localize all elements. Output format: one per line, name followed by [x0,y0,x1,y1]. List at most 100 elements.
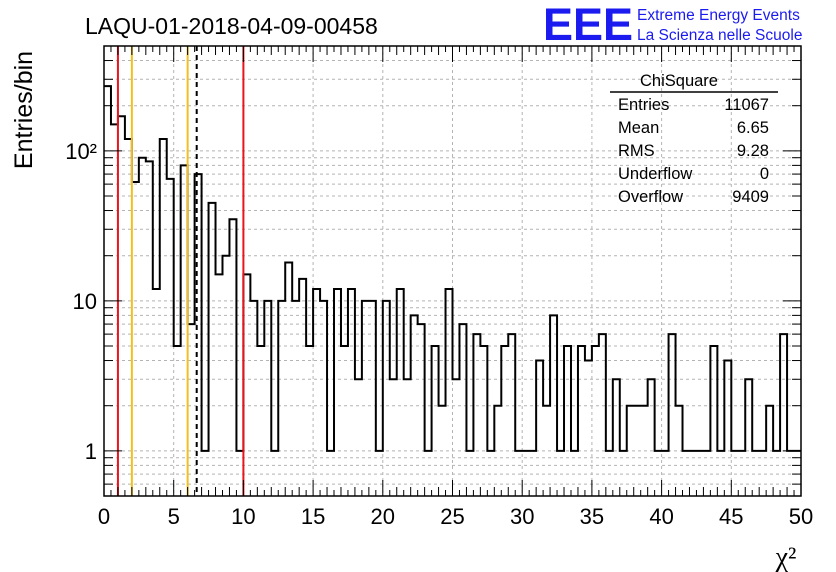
histogram-bin [473,334,480,496]
histogram-bin [466,451,473,496]
histogram-bin [683,451,690,496]
histogram-bin [313,289,320,496]
histogram-bin [773,451,780,496]
histogram-bin [153,289,160,496]
histogram-bin [689,451,696,496]
histogram-bin [369,301,376,496]
histogram-bin [550,315,557,496]
histogram-bin [320,301,327,496]
histogram-bin [759,451,766,496]
histogram-bin [564,346,571,496]
histogram-bin [439,406,446,496]
stats-label: Mean [618,119,659,137]
histogram-bin [557,451,564,496]
histogram-bin [446,289,453,496]
histogram-bin [508,334,515,496]
x-axis-label: χ² [775,542,797,572]
histogram-bin [355,379,362,496]
histogram-bin [390,379,397,496]
histogram-bin [397,289,404,496]
histogram-bin [334,289,341,496]
histogram-bin [139,158,146,496]
histogram-bin [536,361,543,496]
stats-label: Overflow [618,188,683,206]
histogram-bin [606,451,613,496]
histogram-bin [243,274,250,496]
x-tick-label: 15 [301,504,325,529]
histogram-bin [418,324,425,496]
stats-value: 11067 [724,96,769,114]
y-tick-label: 1 [85,439,97,464]
histogram-bin [181,165,188,496]
logo-line-2: La Scienza nelle Scuole [637,27,802,44]
x-tick-label: 45 [719,504,743,529]
histogram-bin [250,301,257,496]
histogram-bin [216,274,223,496]
histogram-series [104,85,801,452]
histogram-bin [299,279,306,496]
histogram-bin [167,179,174,496]
histogram-bin [620,451,627,496]
x-tick-label: 5 [168,504,180,529]
histogram-bin [515,451,522,496]
y-tick-label: 10² [65,139,97,164]
histogram-bin [662,451,669,496]
histogram-bin [501,346,508,496]
x-tick-label: 30 [510,504,534,529]
histogram-bin [745,379,752,496]
histogram-bin [571,451,578,496]
logo-letters: EEE [543,0,633,50]
histogram-bin [487,451,494,496]
plot-area: 0 5 10 15 20 25 30 35 40 45 50 1 10 10² [65,45,813,529]
histogram-bin [362,301,369,496]
histogram-bin [209,203,216,496]
histogram-bin [613,379,620,496]
histogram-bin [648,379,655,496]
y-axis-label: Entries/bin [10,51,38,169]
x-tick-label: 50 [789,504,813,529]
histogram-bin [411,315,418,496]
histogram-bin [592,346,599,496]
x-tick-label: 20 [371,504,395,529]
histogram-bin [111,124,118,496]
histogram-bin [202,451,209,496]
histogram-bin [710,346,717,496]
histogram-bin [292,301,299,496]
histogram-bin [236,451,243,496]
stats-label: Entries [618,96,669,114]
histogram-bin [599,334,606,496]
histogram-bin [578,346,585,496]
histogram-bin [118,116,125,496]
eee-logo: EEE Extreme Energy Events La Scienza nel… [543,0,802,50]
histogram-bin [480,346,487,496]
x-tick-label: 10 [231,504,255,529]
histogram-bin [634,406,641,496]
histogram-bin [348,289,355,496]
histogram-bin [655,451,662,496]
histogram-bin [271,451,278,496]
histogram-bin [341,346,348,496]
histogram-bin [529,451,536,496]
histogram-bin [327,451,334,496]
logo-line-1: Extreme Energy Events [637,7,800,24]
histogram-bin [585,361,592,496]
histogram-bin [703,451,710,496]
histogram-bin [383,301,390,496]
stats-value: 0 [760,165,769,183]
stats-value: 9.28 [737,142,769,160]
x-tick-label: 0 [98,504,110,529]
histogram-bin [627,406,634,496]
histogram-bin [766,406,773,496]
histogram-bin [174,346,181,496]
x-tick-label: 35 [580,504,604,529]
histogram-bin [780,334,787,496]
histogram-bin [264,301,271,496]
histogram-bin [494,406,501,496]
histogram-bin [459,324,466,496]
histogram-bin [376,451,383,496]
histogram-bin [104,86,111,496]
histogram-bin [453,379,460,496]
x-tick-label: 40 [649,504,673,529]
stats-value: 9409 [732,188,769,206]
histogram-bin [222,256,229,496]
